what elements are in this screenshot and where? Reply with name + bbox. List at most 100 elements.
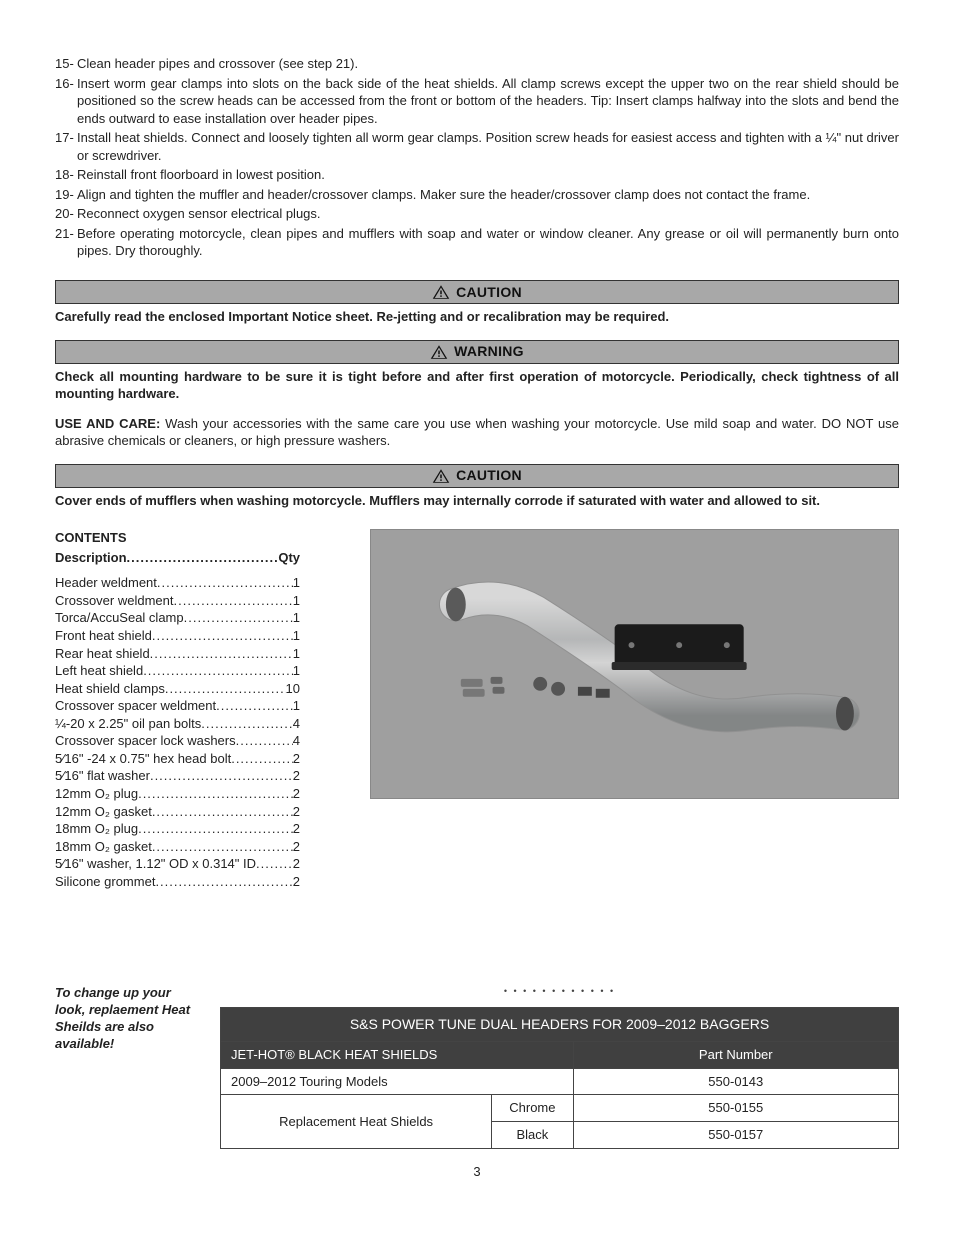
- table-cell: 550-0155: [573, 1095, 898, 1122]
- exhaust-pipe-illustration: [371, 530, 898, 798]
- contents-item: Heat shield clamps 10: [55, 680, 300, 698]
- table-header-left: JET-HOT® BLACK HEAT SHIELDS: [221, 1042, 574, 1069]
- table-cell: Black: [492, 1122, 573, 1149]
- contents-item-qty: 1: [293, 627, 300, 645]
- contents-item-desc: 18mm O₂ gasket: [55, 838, 152, 856]
- contents-item-desc: Silicone grommet: [55, 873, 155, 891]
- contents-item-qty: 4: [293, 732, 300, 750]
- caution-message-1: Carefully read the enclosed Important No…: [55, 308, 899, 326]
- contents-item-desc: Left heat shield: [55, 662, 143, 680]
- contents-item: Rear heat shield 1: [55, 645, 300, 663]
- contents-item-qty: 4: [293, 715, 300, 733]
- step-text: Insert worm gear clamps into slots on th…: [77, 75, 899, 128]
- step-number: 21-: [55, 225, 77, 260]
- use-and-care-body: Wash your accessories with the same care…: [55, 416, 899, 449]
- page-number: 3: [55, 1163, 899, 1181]
- caution-banner-1: CAUTION: [55, 280, 899, 304]
- step-number: 15-: [55, 55, 77, 73]
- contents-item-qty: 2: [293, 785, 300, 803]
- contents-item-desc: 5⁄16" -24 x 0.75" hex head bolt: [55, 750, 231, 768]
- warning-label: WARNING: [454, 342, 524, 361]
- step-number: 20-: [55, 205, 77, 223]
- table-cell: 2009–2012 Touring Models: [221, 1068, 574, 1095]
- table-header-row: JET-HOT® BLACK HEAT SHIELDS Part Number: [221, 1042, 899, 1069]
- caution-message-2: Cover ends of mufflers when washing moto…: [55, 492, 899, 510]
- table-title: S&S POWER TUNE DUAL HEADERS FOR 2009–201…: [221, 1008, 899, 1042]
- contents-item-qty: 1: [293, 574, 300, 592]
- caution-label-2: CAUTION: [456, 466, 522, 485]
- step-text: Install heat shields. Connect and loosel…: [77, 129, 899, 164]
- contents-item-desc: Header weldment: [55, 574, 157, 592]
- contents-item-qty: 10: [286, 680, 300, 698]
- contents-item-desc: 5⁄16" washer, 1.12" OD x 0.314" ID: [55, 855, 256, 873]
- promo-blurb: To change up your look, replaement Heat …: [55, 985, 200, 1053]
- contents-item-qty: 2: [293, 803, 300, 821]
- contents-item-desc: Torca/AccuSeal clamp: [55, 609, 184, 627]
- contents-item: Crossover spacer lock washers 4: [55, 732, 300, 750]
- promo-table-wrap: • • • • • • • • • • • • S&S POWER TUNE D…: [220, 985, 899, 1148]
- contents-header-desc: Description: [55, 549, 127, 567]
- step-number: 16-: [55, 75, 77, 128]
- contents-item: 18mm O₂ gasket2: [55, 838, 300, 856]
- contents-item-desc: Rear heat shield: [55, 645, 150, 663]
- contents-item-desc: ¼-20 x 2.25" oil pan bolts: [55, 715, 201, 733]
- table-cell: 550-0157: [573, 1122, 898, 1149]
- contents-item-qty: 1: [293, 645, 300, 663]
- table-row: 2009–2012 Touring Models 550-0143: [221, 1068, 899, 1095]
- contents-item: Crossover weldment 1: [55, 592, 300, 610]
- contents-item-qty: 1: [293, 697, 300, 715]
- contents-item: Crossover spacer weldment 1: [55, 697, 300, 715]
- contents-item-qty: 2: [293, 873, 300, 891]
- contents-item: 12mm O₂ plug 2: [55, 785, 300, 803]
- use-and-care-para: USE AND CARE: Wash your accessories with…: [55, 415, 899, 450]
- step-text: Reconnect oxygen sensor electrical plugs…: [77, 205, 899, 223]
- contents-item: ¼-20 x 2.25" oil pan bolts 4: [55, 715, 300, 733]
- step-number: 18-: [55, 166, 77, 184]
- contents-item-qty: 2: [293, 767, 300, 785]
- contents-list: CONTENTS Description Qty Header weldment…: [55, 529, 300, 890]
- contents-item: Header weldment 1: [55, 574, 300, 592]
- step-text: Align and tighten the muffler and header…: [77, 186, 899, 204]
- contents-item: 5⁄16" washer, 1.12" OD x 0.314" ID 2: [55, 855, 300, 873]
- contents-item-desc: Crossover spacer weldment: [55, 697, 216, 715]
- instruction-step: 19-Align and tighten the muffler and hea…: [55, 186, 899, 204]
- step-text: Reinstall front floorboard in lowest pos…: [77, 166, 899, 184]
- instruction-step: 15-Clean header pipes and crossover (see…: [55, 55, 899, 73]
- contents-item-qty: 1: [293, 662, 300, 680]
- contents-item-desc: Crossover spacer lock washers: [55, 732, 236, 750]
- alert-icon: [432, 284, 450, 300]
- contents-item-desc: 5⁄16" flat washer: [55, 767, 150, 785]
- contents-item: 12mm O₂ gasket2: [55, 803, 300, 821]
- contents-section: CONTENTS Description Qty Header weldment…: [55, 529, 899, 890]
- instruction-step: 18-Reinstall front floorboard in lowest …: [55, 166, 899, 184]
- contents-item: 5⁄16" -24 x 0.75" hex head bolt 2: [55, 750, 300, 768]
- alert-icon: [432, 468, 450, 484]
- contents-header-row: Description Qty: [55, 549, 300, 567]
- contents-item: Left heat shield 1: [55, 662, 300, 680]
- warning-banner: WARNING: [55, 340, 899, 364]
- step-number: 17-: [55, 129, 77, 164]
- instruction-steps: 15-Clean header pipes and crossover (see…: [55, 55, 899, 260]
- dots-divider: • • • • • • • • • • • •: [220, 985, 899, 997]
- contents-item: 5⁄16" flat washer 2: [55, 767, 300, 785]
- contents-item-desc: 18mm O₂ plug: [55, 820, 138, 838]
- contents-item: Silicone grommet 2: [55, 873, 300, 891]
- contents-item-desc: Heat shield clamps: [55, 680, 165, 698]
- contents-title: CONTENTS: [55, 529, 300, 547]
- contents-item-qty: 2: [293, 855, 300, 873]
- contents-item: Torca/AccuSeal clamp 1: [55, 609, 300, 627]
- table-cell: Replacement Heat Shields: [221, 1095, 492, 1148]
- instruction-step: 20-Reconnect oxygen sensor electrical pl…: [55, 205, 899, 223]
- caution-label-1: CAUTION: [456, 283, 522, 302]
- exhaust-diagram-figure: [370, 529, 899, 799]
- contents-item: 18mm O₂ plug2: [55, 820, 300, 838]
- step-number: 19-: [55, 186, 77, 204]
- instruction-step: 16-Insert worm gear clamps into slots on…: [55, 75, 899, 128]
- use-and-care-lead: USE AND CARE:: [55, 416, 160, 431]
- table-cell: 550-0143: [573, 1068, 898, 1095]
- contents-item-desc: 12mm O₂ plug: [55, 785, 138, 803]
- contents-item-qty: 1: [293, 592, 300, 610]
- caution-banner-2: CAUTION: [55, 464, 899, 488]
- table-header-right: Part Number: [573, 1042, 898, 1069]
- contents-item-desc: Crossover weldment: [55, 592, 174, 610]
